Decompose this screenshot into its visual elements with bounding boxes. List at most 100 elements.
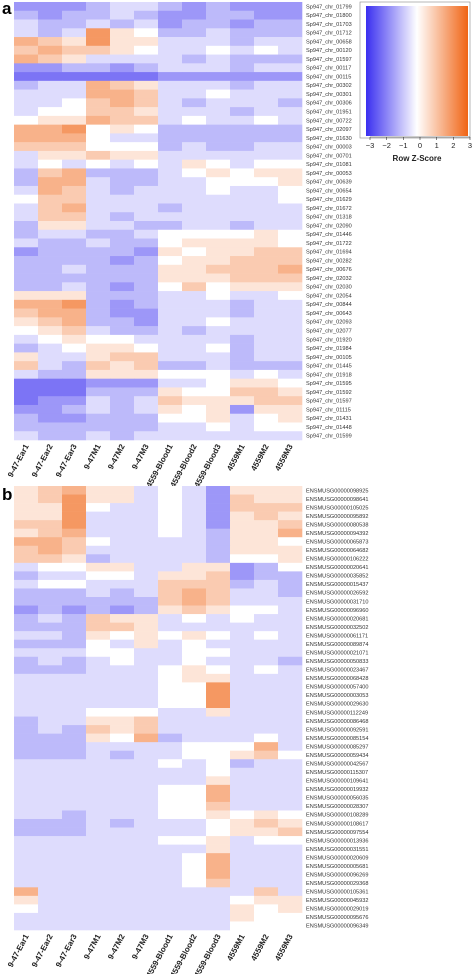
heatmap-b-row-label: ENSMUSG00000085297 (306, 744, 369, 750)
heatmap-a-cell (110, 45, 135, 55)
heatmap-a-cell (38, 10, 63, 20)
heatmap-b-cell (110, 921, 135, 931)
heatmap-a-cell (206, 10, 231, 20)
heatmap-a-cell (110, 203, 135, 213)
heatmap-b-cell (134, 870, 159, 880)
heatmap-b-cell (38, 878, 63, 888)
heatmap-b-cell (86, 631, 111, 640)
heatmap-b-cell (206, 904, 231, 914)
heatmap-a-cell (206, 19, 231, 29)
heatmap-b-row-label: ENSMUSG00000108289 (306, 813, 369, 819)
heatmap-b-cell (182, 673, 207, 683)
heatmap-a-cell (158, 369, 183, 379)
heatmap-b-cell (278, 733, 303, 743)
heatmap-a-cell (86, 264, 111, 274)
heatmap-a-row-label: Sp947_chr_00654 (306, 188, 352, 194)
heatmap-a-cell (62, 37, 87, 47)
heatmap-a-cell (110, 413, 135, 423)
heatmap-a-cell (254, 221, 279, 231)
heatmap-a-cell (14, 378, 39, 388)
heatmap-a-cell (14, 256, 39, 266)
heatmap-a-cell (206, 387, 231, 397)
heatmap-a-cell (254, 361, 279, 371)
heatmap-b-cell (86, 554, 111, 564)
heatmap-a-cell (14, 159, 39, 169)
heatmap-b-cell (158, 503, 183, 512)
heatmap-b-cell (38, 579, 63, 589)
heatmap-a-column-label: 4559M1 (225, 442, 247, 472)
heatmap-b-cell (158, 699, 183, 709)
heatmap-a-cell (38, 98, 63, 108)
heatmap-a-cell (254, 413, 279, 423)
heatmap-a-cell (62, 396, 87, 406)
heatmap-a-cell (278, 282, 303, 292)
heatmap-b-cell (14, 708, 39, 717)
heatmap-b-cell (158, 776, 183, 786)
heatmap-b-cell (38, 656, 63, 666)
heatmap-a-cell (278, 352, 303, 362)
heatmap-a-cell (158, 54, 183, 64)
heatmap-a-cell (254, 185, 279, 196)
heatmap-a-cell (182, 168, 207, 178)
heatmap-a-cell (86, 361, 111, 371)
heatmap-a-cell (62, 80, 87, 90)
heatmap-a-cell (38, 308, 63, 318)
heatmap-b-cell (134, 878, 159, 888)
heatmap-a-cell (158, 124, 183, 134)
heatmap-a-cell (62, 431, 87, 441)
heatmap-b-cell (230, 503, 255, 512)
heatmap-b-cell (86, 742, 111, 751)
heatmap-b-cell (254, 742, 279, 751)
heatmap-b-cell (278, 673, 303, 683)
heatmap-b-cell (278, 614, 303, 623)
heatmap-b-cell (278, 793, 303, 803)
heatmap-a-cell (134, 80, 159, 90)
heatmap-b-cell (158, 597, 183, 606)
heatmap-a-column-label: 4559M2 (249, 442, 271, 472)
color-key-tick-label: −2 (382, 141, 391, 150)
heatmap-a-cell (158, 168, 183, 178)
heatmap-a-cell (158, 80, 183, 90)
heatmap-b-cell (38, 776, 63, 786)
heatmap-a-cell (182, 317, 207, 327)
heatmap-a-cell (230, 150, 255, 160)
heatmap-a-cell (86, 133, 111, 143)
heatmap-a-cell (86, 150, 111, 160)
heatmap-b-row-label: ENSMUSG00000096960 (306, 608, 369, 614)
heatmap-b-cell (14, 861, 39, 871)
heatmap-b-cell (134, 673, 159, 683)
heatmap-a-cell (182, 107, 207, 117)
heatmap-b-cell (86, 878, 111, 888)
heatmap-b-cell (182, 639, 207, 649)
heatmap-a-cell (62, 203, 87, 213)
heatmap-a-cell (62, 45, 87, 55)
heatmap-b-cell (206, 665, 231, 675)
heatmap-a-cell (230, 396, 255, 406)
heatmap-b-cell (158, 708, 183, 717)
heatmap-b-cell (38, 827, 63, 837)
heatmap-a-cell (134, 98, 159, 108)
heatmap-a-cell (158, 291, 183, 301)
heatmap-a-row-label: Sp947_chr_00105 (306, 355, 352, 361)
heatmap-b-cell (206, 708, 231, 717)
heatmap-b-cell (62, 537, 87, 547)
heatmap-a-cell (14, 326, 39, 336)
heatmap-a-cell (230, 378, 255, 388)
heatmap-a-cell (158, 387, 183, 397)
heatmap-a-cell (278, 107, 303, 117)
heatmap-a-cell (182, 431, 207, 441)
heatmap-b-cell (62, 571, 87, 581)
heatmap-a-cell (14, 229, 39, 239)
heatmap-a-cell (254, 54, 279, 64)
heatmap-a-cell (110, 150, 135, 160)
heatmap-b-cell (134, 767, 159, 777)
heatmap-b-cell (230, 716, 255, 726)
color-key-tick-label: 1 (435, 141, 439, 150)
heatmap-b-cell (110, 904, 135, 914)
heatmap-b-cell (110, 571, 135, 581)
heatmap-a-cell (110, 343, 135, 353)
heatmap-a-cell (38, 177, 63, 187)
heatmap-a-cell (230, 124, 255, 134)
heatmap-a-cell (206, 212, 231, 222)
heatmap-a-cell (254, 89, 279, 99)
